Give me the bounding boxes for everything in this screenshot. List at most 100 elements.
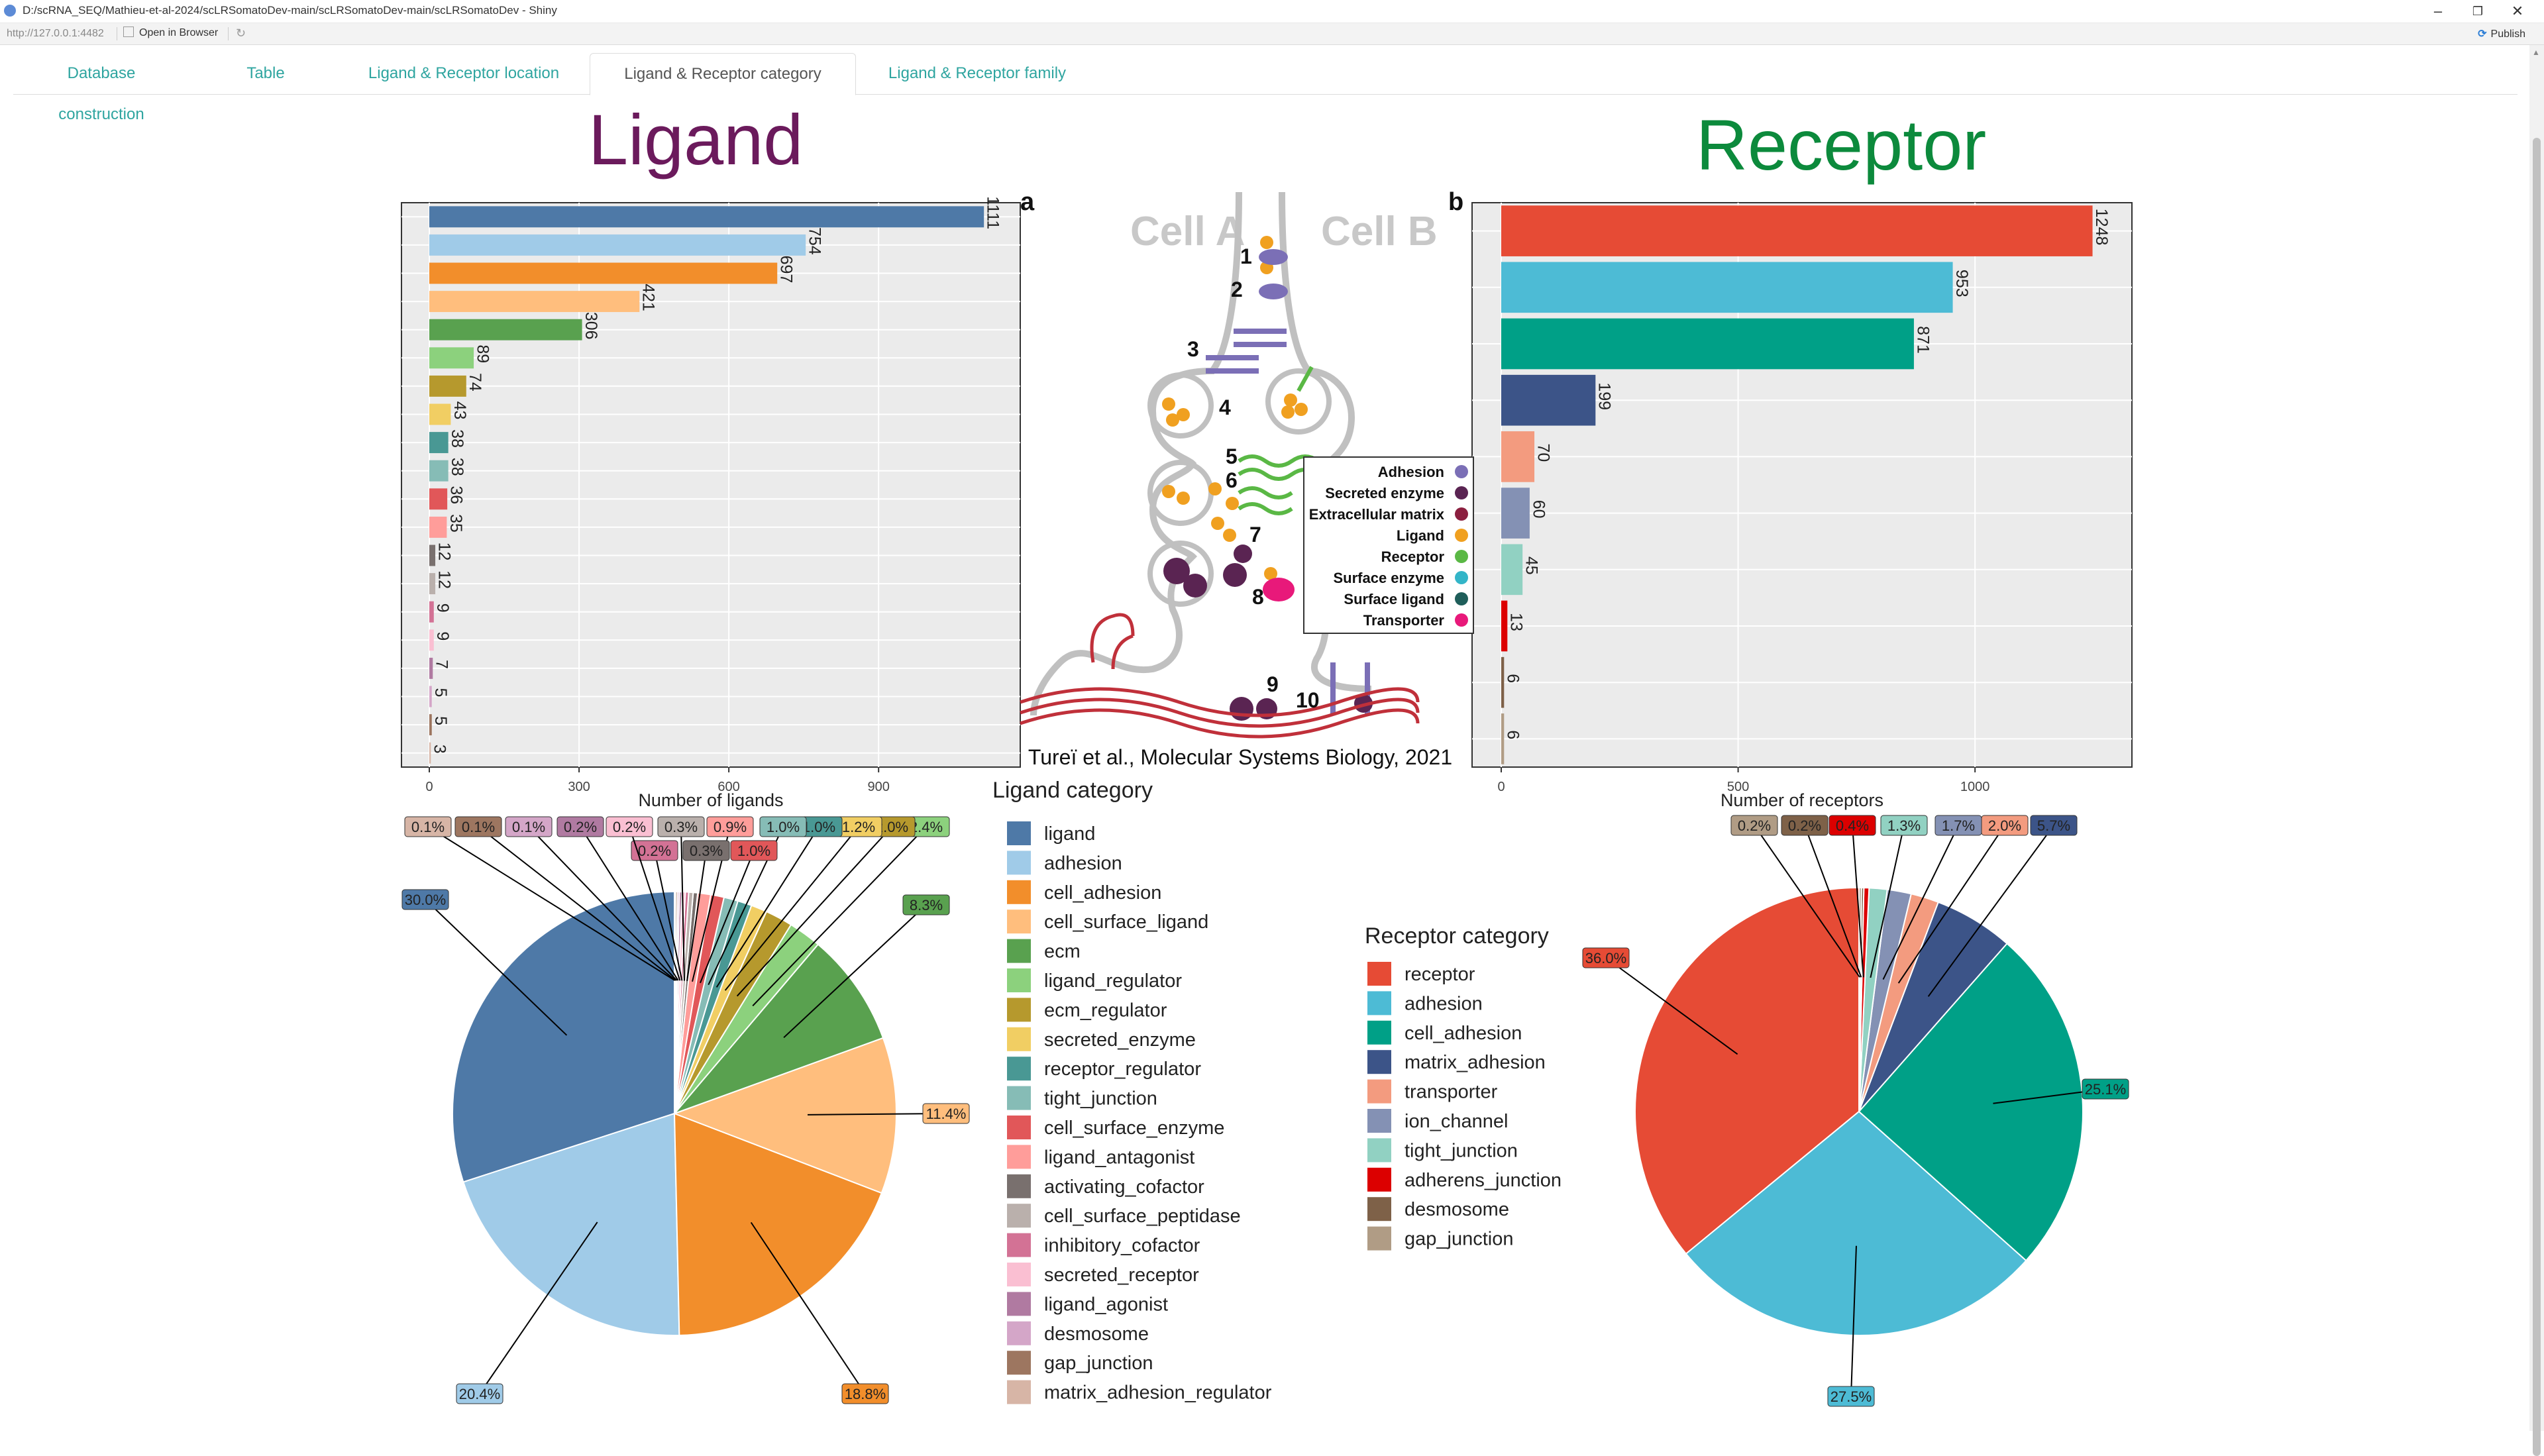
legend-swatch (1007, 939, 1031, 963)
receptor-bar-ticks: 0 500 1000 (1497, 767, 1989, 794)
legend-swatch (1007, 1321, 1031, 1345)
pie-label: 27.5% (1830, 1388, 1872, 1405)
scrollbar-thumb[interactable] (2533, 138, 2541, 1456)
vertical-scrollbar[interactable]: ▲ (2529, 45, 2544, 1456)
restore-icon[interactable]: ❐ (2472, 5, 2484, 18)
tab-ligand-receptor-family[interactable]: Ligand & Receptor family (888, 64, 1067, 82)
legend-label: tight_junction (1044, 1088, 1157, 1110)
pie-label: 0.2% (613, 819, 646, 835)
open-in-browser-button[interactable]: Open in Browser (123, 26, 218, 39)
pie-label-box (606, 816, 653, 837)
pie-label-box (1781, 815, 1828, 836)
legend-swatch (1007, 851, 1031, 875)
pie-label-box (1827, 1386, 1875, 1407)
bar-value-label: 5 (431, 716, 450, 725)
pie-leader-line (425, 899, 568, 1036)
pie-label-box (657, 816, 705, 837)
pie-leader-line (752, 826, 927, 1007)
legend-swatch (1367, 991, 1391, 1015)
open-in-browser-label: Open in Browser (139, 27, 219, 38)
url-field[interactable]: http://127.0.0.1:4482 (7, 28, 104, 39)
diagram-legend-box (1303, 456, 1474, 634)
pie-leader-line (427, 826, 676, 981)
tab-ligand-receptor-category[interactable]: Ligand & Receptor category (590, 53, 856, 95)
ligand-pie-chart: 30.0%20.4% 18.8%11.4%8.3%2.4%2.0%1.2%1.0%… (401, 816, 970, 1404)
receptor-pie-chart: 36.0% 27.5% 25.1% 5.7% 2.0% 1.7% 1.3% 0.4% 0.2% 0… (1582, 815, 2129, 1407)
legend-swatch (1007, 1233, 1031, 1257)
legend-swatch (1007, 998, 1031, 1022)
pie-label-box (2082, 1078, 2129, 1100)
tab-database-construction[interactable]: Database construction (58, 64, 144, 123)
legend-swatch (1007, 1057, 1031, 1081)
legend-swatch (1007, 1292, 1031, 1316)
bar-value-label: 421 (639, 284, 658, 311)
bar-inhibitory-cofactor (429, 601, 434, 623)
pie-label: 0.2% (1738, 817, 1771, 834)
pie-label: 1.3% (1887, 817, 1921, 834)
refresh-icon[interactable]: ↻ (236, 26, 246, 40)
pie-label: 0.4% (1836, 817, 1869, 834)
pie-leader-line (1605, 957, 1738, 1055)
legend-swatch (1367, 962, 1391, 986)
receptor-pie-slices (1634, 886, 2084, 1337)
pie-leader-line (1882, 825, 1959, 980)
tab-table[interactable]: Table (246, 64, 285, 82)
diagram-legend-dot (1455, 529, 1468, 542)
pie-label: 8.3% (910, 897, 943, 913)
ligand-x-axis-label: Number of ligands (638, 790, 783, 810)
pie-label-box (2030, 815, 2078, 836)
bar-value-label: 45 (1522, 556, 1541, 575)
cell-a-membrane (1030, 191, 1242, 716)
pie-slice-cell-adhesion (1858, 942, 2084, 1262)
tab-ligand-receptor-location[interactable]: Ligand & Receptor location (368, 64, 560, 82)
minimize-icon[interactable]: – (2433, 3, 2443, 19)
adhesion-molecules (1206, 249, 1370, 715)
bar-value-label: 199 (1595, 382, 1614, 410)
legend-label: receptor_regulator (1044, 1059, 1201, 1080)
legend-label: matrix_adhesion_regulator (1044, 1382, 1272, 1404)
step-number: 5 (1226, 444, 1238, 468)
bar-activating-cofactor (429, 545, 436, 566)
pie-leader-line (680, 826, 685, 981)
publish-button[interactable]: ⟳ Publish (2478, 27, 2525, 40)
viewer-toolbar: http://127.0.0.1:4482 Open in Browser ↻ … (0, 23, 2544, 45)
pie-label: 0.2% (564, 819, 597, 835)
bar-adhesion (1501, 262, 1953, 313)
receptor-x-axis-label: Number of receptors (1721, 790, 1883, 810)
step-number: 7 (1249, 523, 1261, 546)
pie-label-box (1934, 815, 1982, 836)
pie-leader-line (1754, 825, 1860, 978)
diagram-legend-dot (1455, 571, 1468, 584)
x-tick-label: 1000 (1960, 780, 1990, 794)
app-icon (4, 5, 16, 17)
bar-value-label: 35 (447, 514, 465, 533)
bar-matrix-adhesion (1501, 374, 1596, 426)
close-icon[interactable]: ✕ (2511, 3, 2524, 19)
panel-letter-b: b (1448, 188, 1463, 216)
bar-tight-junction (1501, 544, 1523, 596)
legend-label: ligand_regulator (1044, 970, 1182, 992)
bar-receptor (1501, 205, 2093, 256)
pie-label-box (682, 840, 730, 861)
pie-label-box (1828, 815, 1876, 836)
legend-label: cell_surface_ligand (1044, 911, 1208, 933)
pie-leader-line (1852, 825, 1864, 978)
diagram-legend-dot (1455, 507, 1468, 521)
ligand-pie-labels: 30.0%20.4% 18.8%11.4%8.3%2.4%2.0%1.2%1.0%… (401, 816, 970, 1404)
scroll-up-icon[interactable]: ▲ (2532, 48, 2540, 57)
diagram-legend-label: Adhesion (1378, 464, 1444, 480)
bar-value-label: 871 (1913, 326, 1932, 354)
legend-label: adhesion (1044, 853, 1122, 874)
legend-swatch (1007, 1263, 1031, 1286)
pie-label: 20.4% (459, 1386, 500, 1402)
bar-cell-adhesion (1501, 318, 1914, 370)
pie-slice-ecm (672, 943, 884, 1116)
bar-value-label: 38 (448, 429, 466, 448)
legend-swatch (1367, 1197, 1391, 1222)
pie-label-box (456, 1383, 504, 1404)
pie-leader-line (479, 1222, 598, 1394)
pie-label: 1.0% (767, 819, 800, 835)
step-number: 3 (1187, 337, 1199, 361)
legend-label: adherens_junction (1404, 1170, 1562, 1191)
diagram-legend-label: Surface ligand (1344, 591, 1444, 607)
